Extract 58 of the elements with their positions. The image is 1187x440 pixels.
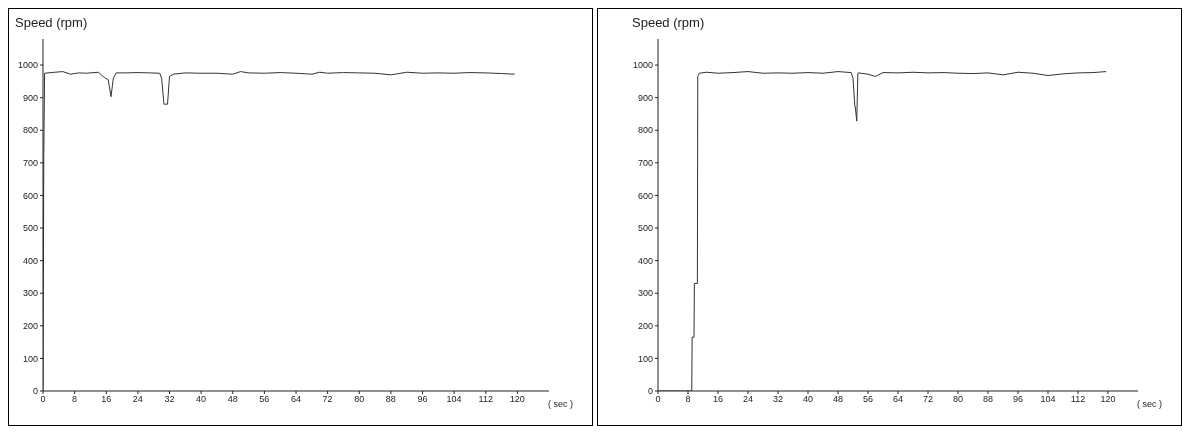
y-tick-label: 100 [22, 353, 38, 364]
x-tick-label: 112 [1070, 394, 1086, 405]
x-tick-label: 56 [862, 394, 874, 405]
x-tick-label: 48 [832, 394, 844, 405]
y-tick-label: 100 [637, 353, 653, 364]
x-tick-label: 16 [101, 394, 112, 405]
x-tick-label: 32 [772, 394, 784, 405]
x-tick-label: 72 [322, 394, 333, 405]
x-tick-label: 120 [1100, 394, 1116, 405]
y-tick-label: 900 [637, 92, 653, 103]
y-tick-label: 300 [22, 288, 38, 299]
y-tick-label: 900 [22, 92, 38, 103]
x-tick-label: 112 [478, 394, 493, 405]
x-tick-label: 0 [40, 394, 46, 405]
x-tick-label: 80 [952, 394, 964, 405]
x-axis-title: ( sec ) [1136, 399, 1162, 409]
y-tick-label: 600 [637, 190, 653, 201]
x-tick-label: 104 [1040, 394, 1056, 405]
x-tick-label: 8 [685, 394, 691, 405]
y-tick-label: 200 [22, 321, 38, 332]
x-tick-label: 72 [922, 394, 934, 405]
x-tick-label: 96 [417, 394, 428, 405]
y-axis-title: Speed (rpm) [632, 15, 705, 30]
x-tick-label: 40 [196, 394, 207, 405]
x-tick-label: 8 [72, 394, 78, 405]
x-tick-label: 48 [227, 394, 238, 405]
x-tick-label: 0 [655, 394, 661, 405]
y-tick-label: 1000 [17, 60, 38, 71]
x-tick-label: 96 [1012, 394, 1024, 405]
y-tick-label: 700 [22, 158, 38, 169]
y-axis-title: Speed (rpm) [15, 15, 88, 30]
y-tick-label: 400 [22, 255, 38, 266]
x-tick-label: 88 [982, 394, 994, 405]
y-tick-label: 600 [22, 190, 38, 201]
x-tick-label: 32 [164, 394, 175, 405]
x-tick-label: 40 [802, 394, 814, 405]
y-tick-label: 500 [22, 223, 38, 234]
x-tick-label: 16 [712, 394, 724, 405]
x-tick-label: 64 [892, 394, 904, 405]
x-tick-label: 88 [385, 394, 396, 405]
y-tick-label: 300 [637, 288, 653, 299]
y-tick-label: 800 [637, 125, 653, 136]
y-tick-label: 400 [637, 255, 653, 266]
x-tick-label: 120 [509, 394, 525, 405]
y-tick-label: 0 [32, 386, 38, 397]
x-tick-label: 24 [132, 394, 143, 405]
x-tick-label: 56 [259, 394, 270, 405]
y-tick-label: 1000 [632, 60, 653, 71]
x-tick-label: 24 [742, 394, 754, 405]
x-tick-label: 104 [446, 394, 462, 405]
x-tick-label: 64 [290, 394, 302, 405]
x-tick-label: 80 [354, 394, 365, 405]
y-tick-label: 0 [647, 386, 653, 397]
y-tick-label: 500 [637, 223, 653, 234]
y-tick-label: 700 [637, 158, 653, 169]
y-tick-label: 800 [22, 125, 38, 136]
x-axis-title: ( sec ) [547, 399, 573, 409]
y-tick-label: 200 [637, 321, 653, 332]
